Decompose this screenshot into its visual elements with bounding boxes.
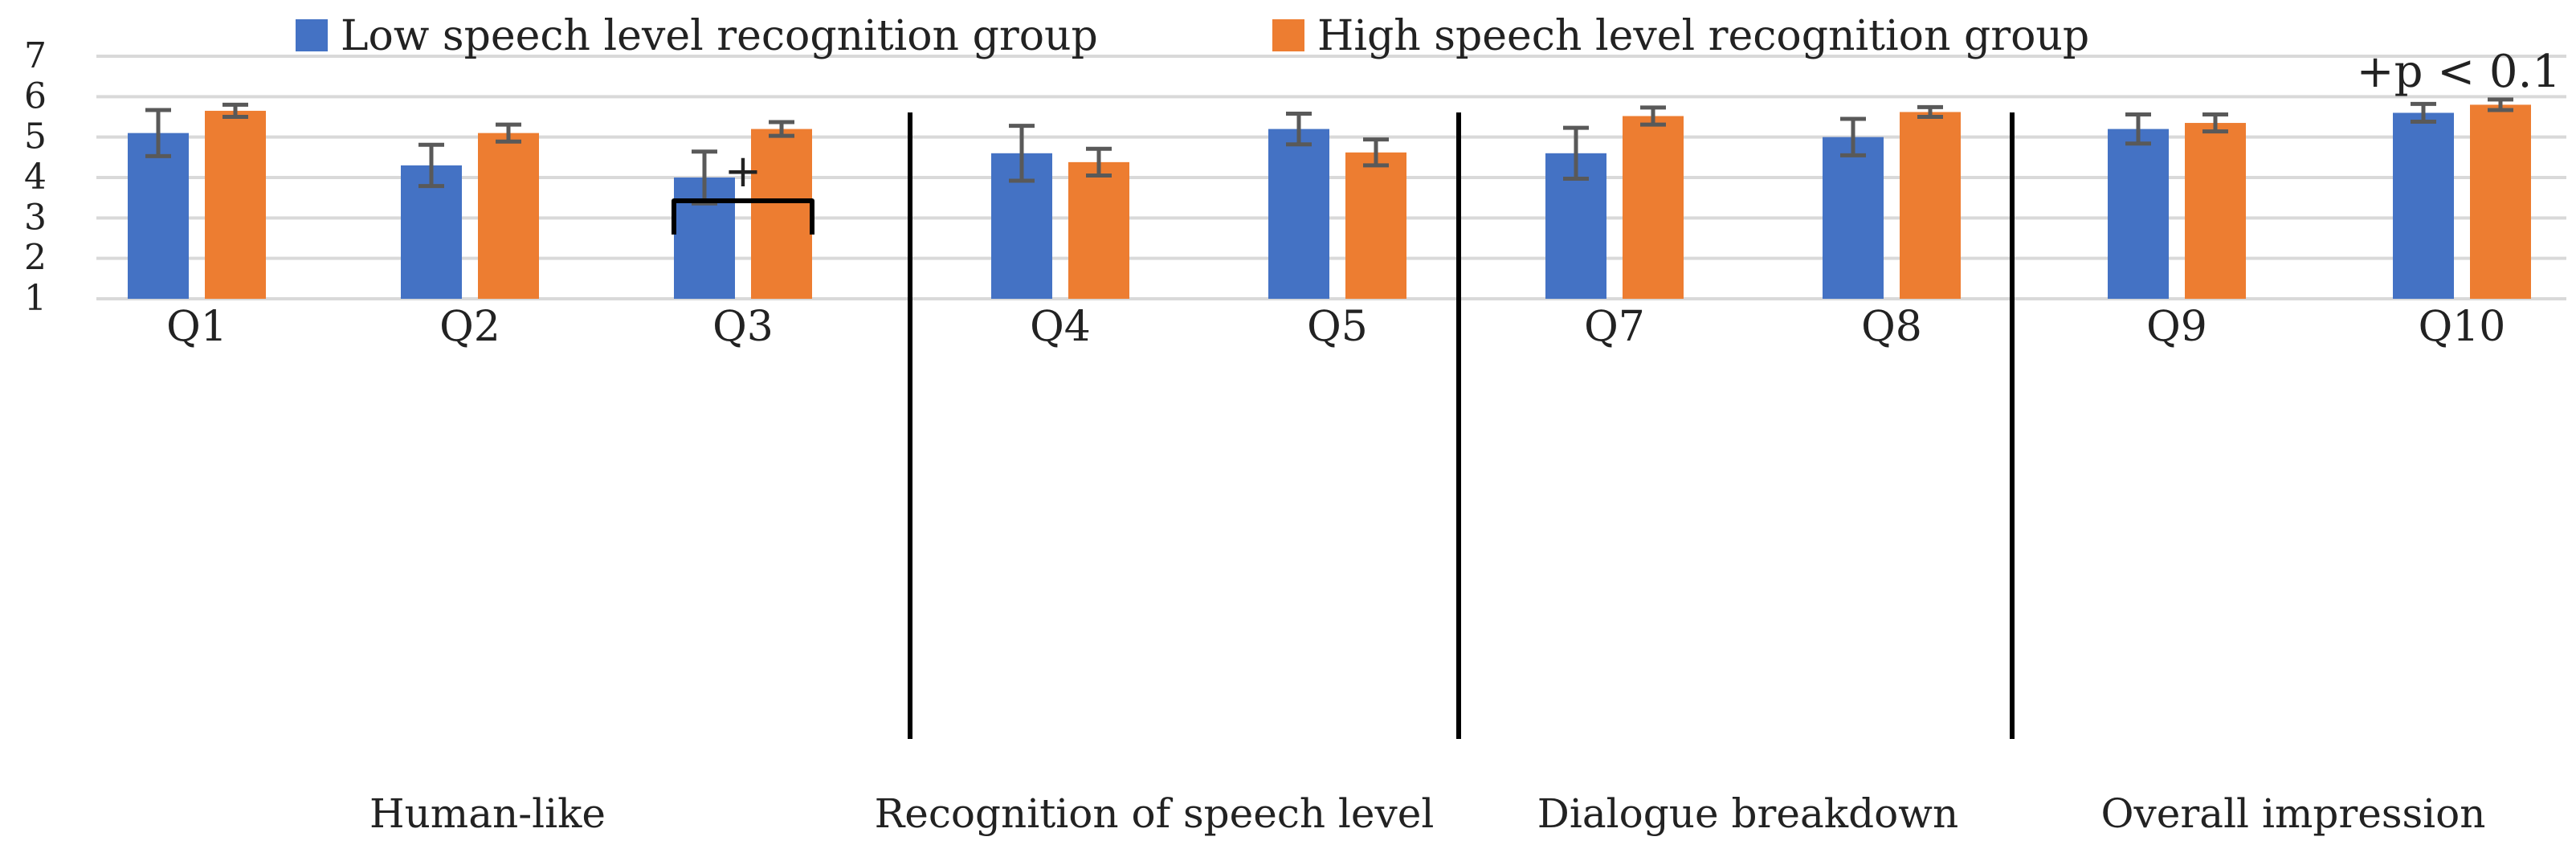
y-tick-label: 4 (24, 157, 47, 198)
x-tick-label-q4: Q4 (1030, 303, 1091, 351)
y-tick-label: 6 (24, 76, 47, 116)
bar-low-q10 (2393, 112, 2454, 299)
bar-high-q2 (478, 133, 539, 299)
group-label: Human-like (369, 790, 606, 837)
x-tick-label-q7: Q7 (1584, 303, 1645, 351)
error-bar-low-q4 (1009, 124, 1035, 183)
x-tick-label-q5: Q5 (1307, 303, 1368, 351)
error-bar-low-q7 (1563, 125, 1589, 182)
legend-swatch-high (1272, 19, 1304, 51)
significance-marker: + (725, 145, 762, 198)
significance-note: +p < 0.1 (2357, 46, 2561, 98)
group-label: Dialogue breakdown (1537, 790, 1958, 837)
bar-high-q1 (205, 110, 266, 299)
x-axis-tick-labels: Q1 Q2 Q3 Q4 Q5 Q7 Q8 Q9 Q10 (166, 303, 2505, 351)
y-tick-label: 5 (24, 116, 47, 157)
bar-high-q9 (2185, 123, 2246, 299)
bar-high-q8 (1900, 112, 1961, 299)
legend-swatch-low (296, 19, 328, 51)
x-tick-label-q3: Q3 (712, 303, 774, 351)
error-bar-low-q5 (1286, 111, 1312, 147)
bar-high-q5 (1345, 152, 1406, 299)
group-label: Recognition of speech level (875, 790, 1435, 837)
error-bar-high-q10 (2488, 97, 2513, 112)
error-bar-high-q3 (769, 120, 794, 138)
error-bar-low-q1 (145, 108, 171, 158)
bars (128, 104, 2531, 299)
x-tick-label-q2: Q2 (439, 303, 500, 351)
bar-low-q1 (128, 133, 189, 299)
error-bar-high-q8 (1917, 104, 1943, 119)
legend-label-high: High speech level recognition group (1317, 12, 2089, 60)
y-tick-label: 7 (24, 35, 47, 76)
group-label: Overall impression (2101, 790, 2486, 837)
legend: Low speech level recognition group High … (296, 12, 2089, 60)
bar-low-q9 (2108, 129, 2169, 299)
bar-high-q3 (751, 129, 812, 299)
error-bar-high-q9 (2202, 112, 2228, 134)
error-bar-low-q9 (2125, 112, 2151, 146)
y-tick-label: 2 (24, 238, 47, 279)
error-bar-low-q10 (2411, 101, 2436, 124)
error-bar-low-q2 (418, 142, 444, 189)
error-bar-high-q1 (222, 102, 248, 119)
x-tick-label-q8: Q8 (1861, 303, 1922, 351)
group-labels: Human-like Recognition of speech level Dia… (369, 790, 2485, 837)
error-bar-high-q2 (496, 122, 521, 144)
y-tick-label: 1 (24, 278, 47, 319)
error-bar-low-q8 (1840, 116, 1866, 157)
bar-low-q5 (1268, 129, 1329, 299)
legend-label-low: Low speech level recognition group (341, 12, 1098, 60)
bar-high-q7 (1623, 116, 1684, 299)
error-bars (145, 97, 2513, 206)
x-tick-label-q1: Q1 (166, 303, 227, 351)
error-bar-low-q3 (692, 149, 717, 206)
significance-annotations: + (672, 145, 814, 235)
group-separators (908, 112, 2015, 739)
error-bar-high-q4 (1086, 146, 1112, 178)
x-tick-label-q9: Q9 (2146, 303, 2207, 351)
significance-bracket-q3: + (672, 145, 814, 235)
y-tick-label: 3 (24, 197, 47, 238)
bar-high-q4 (1068, 161, 1129, 299)
error-bar-high-q5 (1363, 137, 1389, 168)
bar-low-q8 (1823, 137, 1884, 299)
x-tick-label-q10: Q10 (2419, 303, 2506, 351)
bar-high-q10 (2470, 104, 2531, 299)
error-bar-high-q7 (1640, 105, 1666, 127)
